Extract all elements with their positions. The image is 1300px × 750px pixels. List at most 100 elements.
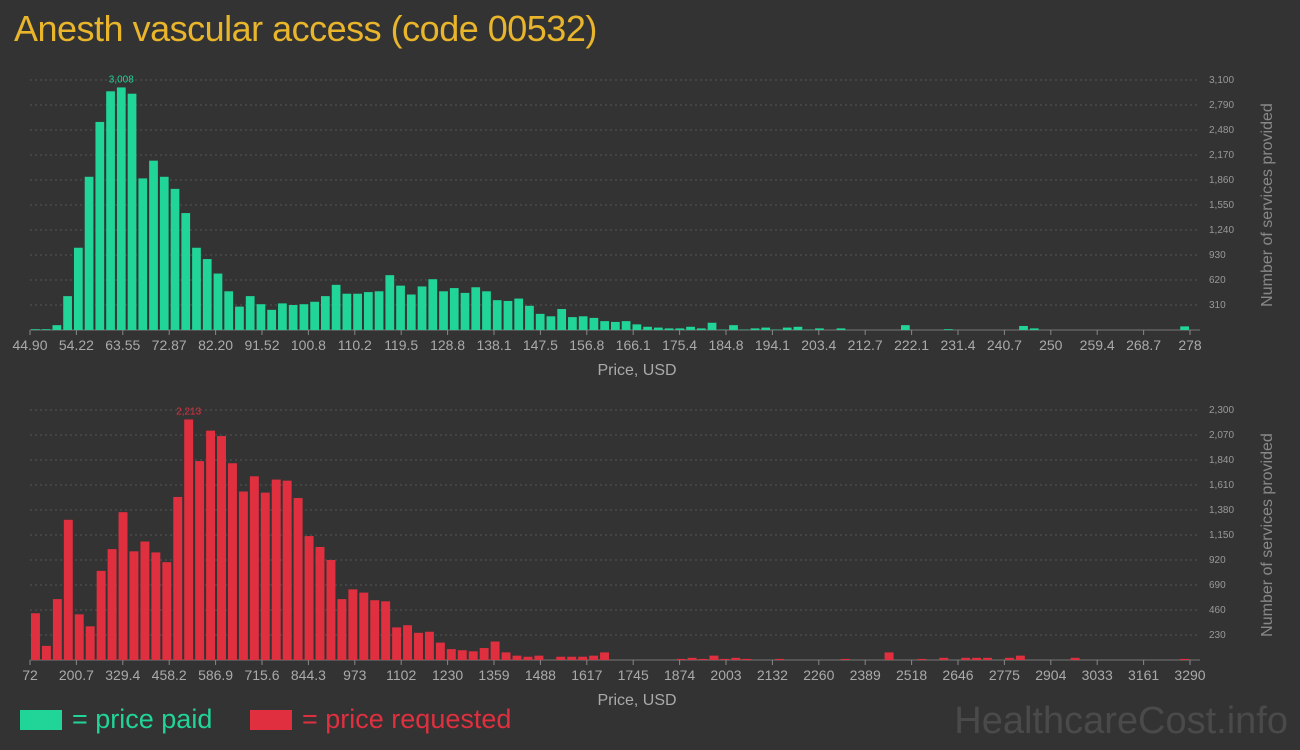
paid-bar: [52, 325, 62, 330]
paid-bar: [396, 285, 405, 330]
requested-x-tick-label: 1617: [571, 667, 602, 683]
paid-bar: [611, 321, 620, 330]
requested-bar: [1004, 657, 1014, 660]
requested-bar: [173, 496, 183, 660]
requested-bar: [184, 419, 194, 660]
requested-bar: [293, 498, 303, 660]
requested-y-tick-label: 2,300: [1209, 405, 1234, 416]
paid-x-tick-label: 138.1: [476, 337, 511, 353]
requested-bar: [74, 614, 84, 660]
paid-x-tick-label: 72.87: [152, 337, 187, 353]
paid-x-tick-label: 110.2: [338, 337, 372, 353]
paid-x-tick-label: 268.7: [1126, 337, 1161, 353]
requested-bar: [359, 592, 369, 660]
paid-y-tick-label: 1,550: [1209, 200, 1234, 211]
paid-bar: [342, 293, 352, 330]
paid-bar: [63, 296, 72, 330]
paid-bar: [288, 305, 298, 330]
requested-bar: [775, 658, 785, 660]
price-paid-chart: 310 620 930 1,240 1,550 1,860 2,170 2,480 2,790 3…: [12, 74, 1276, 379]
requested-x-tick-label: 3161: [1128, 667, 1159, 683]
requested-x-tick-label: 2775: [989, 667, 1020, 683]
paid-bar: [686, 326, 695, 330]
legend-requested-label: = price requested: [302, 704, 512, 734]
requested-y-tick-label: 690: [1209, 580, 1226, 591]
requested-x-tick-label: 2389: [850, 667, 881, 683]
paid-bar: [600, 321, 609, 330]
paid-bar: [492, 300, 502, 330]
paid-bar: [525, 305, 534, 330]
requested-bar: [676, 658, 686, 660]
paid-x-tick-label: 147.5: [523, 337, 558, 353]
requested-bar: [731, 657, 741, 660]
requested-bar: [41, 645, 51, 660]
paid-bar: [546, 316, 556, 330]
paid-bar: [1180, 326, 1189, 330]
paid-y-tick-label: 2,480: [1209, 125, 1234, 136]
requested-x-tick-label: 844.3: [291, 667, 326, 683]
paid-bar: [621, 321, 631, 330]
requested-bar: [840, 658, 850, 660]
paid-bar: [363, 292, 373, 330]
requested-bar: [140, 541, 150, 660]
paid-bar: [149, 160, 158, 330]
requested-bar: [206, 430, 216, 660]
requested-bar: [446, 649, 456, 660]
paid-bar: [471, 287, 481, 330]
paid-y-tick-label: 2,790: [1209, 100, 1234, 111]
requested-bar: [348, 589, 358, 660]
paid-x-tick-label: 63.55: [105, 337, 140, 353]
requested-x-tick-label: 329.4: [105, 667, 140, 683]
paid-bar: [793, 326, 803, 330]
paid-bar: [73, 247, 83, 330]
paid-bar: [782, 327, 792, 330]
requested-bar: [567, 656, 577, 660]
requested-bar: [337, 599, 347, 660]
paid-bar: [815, 328, 824, 330]
requested-bar: [1070, 657, 1080, 660]
paid-bar: [127, 93, 137, 330]
paid-x-tick-label: 184.8: [708, 337, 743, 353]
paid-bar: [202, 259, 212, 330]
paid-bar: [181, 213, 191, 330]
requested-x-tick-label: 72: [22, 667, 38, 683]
paid-x-tick-label: 54.22: [59, 337, 94, 353]
paid-y-tick-label: 1,240: [1209, 225, 1234, 236]
requested-y-tick-label: 920: [1209, 555, 1226, 566]
requested-bar: [742, 658, 752, 660]
requested-bar: [720, 658, 730, 660]
paid-peak-label: 3,008: [109, 74, 134, 85]
paid-bar: [31, 329, 40, 330]
requested-x-tick-label: 2518: [896, 667, 927, 683]
requested-x-tick-label: 3033: [1082, 667, 1113, 683]
paid-y-tick-label: 3,100: [1209, 75, 1234, 86]
requested-bar: [512, 655, 522, 660]
legend-paid-label: = price paid: [72, 704, 213, 734]
requested-bar: [556, 656, 566, 660]
paid-x-tick-label: 278: [1178, 337, 1202, 353]
requested-bar: [282, 480, 292, 660]
paid-x-tick-label: 175.4: [662, 337, 697, 353]
requested-x-tick-label: 3290: [1174, 667, 1205, 683]
paid-bar: [1019, 325, 1028, 330]
paid-bar: [761, 327, 771, 330]
paid-bar: [245, 296, 255, 330]
paid-x-tick-label: 194.1: [755, 337, 790, 353]
requested-x-tick-label: 1874: [664, 667, 695, 683]
requested-x-tick-label: 1745: [618, 667, 649, 683]
paid-bar: [750, 328, 760, 330]
paid-bar: [192, 247, 201, 330]
requested-bar: [983, 657, 993, 660]
paid-x-tick-label: 44.90: [12, 337, 47, 353]
paid-bar: [943, 329, 953, 330]
requested-bar: [457, 650, 467, 660]
requested-bar: [961, 657, 971, 660]
paid-bar: [707, 322, 717, 330]
requested-x-tick-label: 2646: [942, 667, 973, 683]
requested-y-tick-label: 1,380: [1209, 505, 1234, 516]
paid-x-axis-label: Price, USD: [597, 362, 676, 379]
requested-bar: [107, 549, 117, 660]
price-requested-chart: 230 460 690 920 1,150 1,380 1,610 1,840 2,070 2,3…: [22, 405, 1276, 709]
requested-bar: [370, 600, 380, 660]
